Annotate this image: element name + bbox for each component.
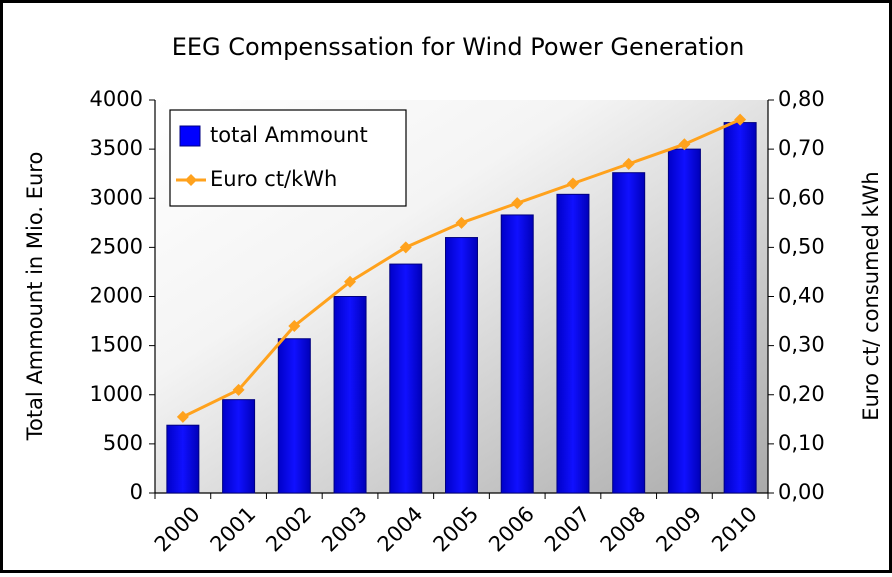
- y-tick-label: 4000: [90, 87, 143, 111]
- y-tick-label: 500: [103, 431, 143, 455]
- y-tick-label: 1500: [90, 333, 143, 357]
- y2-tick-label: 0,80: [778, 87, 825, 111]
- line-marker: [622, 157, 635, 170]
- bar: [723, 122, 757, 494]
- line-marker: [232, 383, 245, 396]
- y-tick-label: 1000: [90, 382, 143, 406]
- line-marker: [734, 113, 747, 126]
- bar: [445, 237, 478, 494]
- line-marker: [566, 177, 579, 190]
- y2-tick-label: 0,10: [778, 431, 825, 455]
- y-tick-label: 2000: [90, 284, 143, 308]
- y-axis-title: Total Ammount in Mio. Euro: [23, 152, 47, 442]
- y-tick-label: 3000: [90, 185, 143, 209]
- legend-label: Euro ct/kWh: [210, 167, 337, 191]
- legend-swatch-marker: [185, 174, 197, 186]
- bar: [556, 193, 590, 494]
- y2-tick-label: 0,00: [778, 480, 825, 504]
- legend-box: [169, 109, 407, 207]
- y2-tick-label: 0,60: [778, 185, 825, 209]
- bar: [667, 148, 701, 494]
- bar: [222, 399, 256, 494]
- line-marker: [455, 216, 468, 229]
- legend-swatch: [179, 125, 201, 147]
- line-marker: [344, 275, 357, 288]
- bar: [500, 214, 534, 494]
- bar: [277, 338, 311, 494]
- y-tick-label: 2500: [90, 234, 143, 258]
- bar: [612, 172, 646, 494]
- line-marker: [511, 197, 524, 210]
- line-marker: [288, 319, 301, 332]
- line-marker: [176, 410, 189, 423]
- bar: [389, 263, 423, 494]
- chart-title: EEG Compenssation for Wind Power Generat…: [172, 33, 745, 61]
- y2-tick-label: 0,70: [778, 136, 825, 160]
- y-tick-label: 0: [130, 480, 143, 504]
- bar: [333, 296, 367, 494]
- line-marker: [678, 138, 691, 151]
- y2-tick-label: 0,20: [778, 382, 825, 406]
- bar: [166, 424, 200, 494]
- y2-axis-title: Euro ct/ consumed kWh: [859, 171, 883, 420]
- y-tick-label: 3500: [90, 136, 143, 160]
- y2-tick-label: 0,50: [778, 234, 825, 258]
- legend-label: total Ammount: [210, 123, 368, 147]
- y2-tick-label: 0,40: [778, 284, 825, 308]
- y2-tick-label: 0,30: [778, 333, 825, 357]
- line-marker: [399, 241, 412, 254]
